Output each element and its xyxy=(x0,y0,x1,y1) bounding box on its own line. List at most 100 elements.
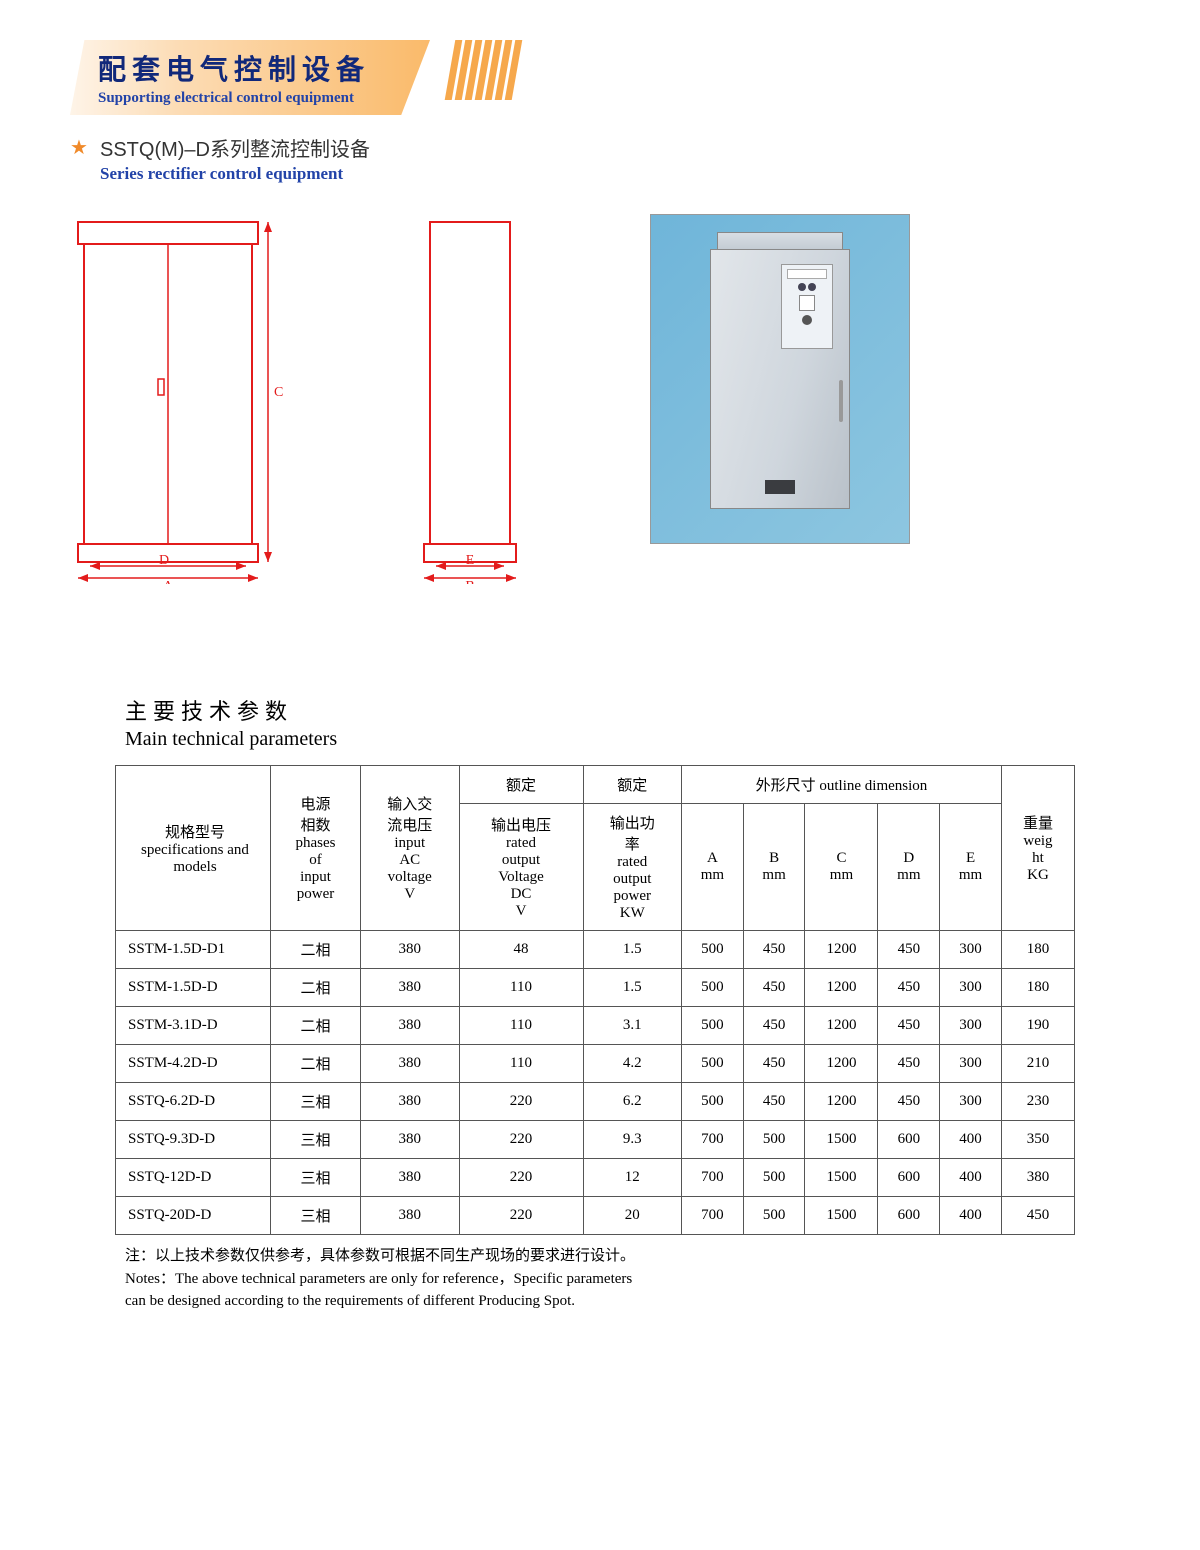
table-cell: 二相 xyxy=(271,1045,361,1083)
table-cell: 300 xyxy=(940,1083,1002,1121)
table-cell: 380 xyxy=(1001,1159,1074,1197)
table-cell: 4.2 xyxy=(583,1045,682,1083)
table-cell: 1500 xyxy=(805,1197,878,1235)
table-cell: 450 xyxy=(878,969,940,1007)
table-cell: SSTM-1.5D-D1 xyxy=(116,931,271,969)
header-title-en: Supporting electrical control equipment xyxy=(98,90,370,107)
table-cell: 190 xyxy=(1001,1007,1074,1045)
table-cell: 450 xyxy=(743,969,805,1007)
hdr-dc: 输出电压ratedoutputVoltageDCV xyxy=(459,804,583,931)
table-cell: 1500 xyxy=(805,1159,878,1197)
table-cell: 三相 xyxy=(271,1121,361,1159)
table-cell: 6.2 xyxy=(583,1083,682,1121)
page-header: 配套电气控制设备 Supporting electrical control e… xyxy=(70,40,1130,184)
table-cell: 450 xyxy=(878,1083,940,1121)
subheader-cn: SSTQ(M)–D系列整流控制设备 xyxy=(100,133,1130,162)
table-cell: 500 xyxy=(682,969,744,1007)
table-row: SSTQ-12D-D三相380220127005001500600400380 xyxy=(116,1159,1075,1197)
table-row: SSTM-4.2D-D二相3801104.2500450120045030021… xyxy=(116,1045,1075,1083)
hdr-d: Dmm xyxy=(878,804,940,931)
table-row: SSTQ-6.2D-D三相3802206.2500450120045030023… xyxy=(116,1083,1075,1121)
table-cell: 48 xyxy=(459,931,583,969)
dim-c-label: C xyxy=(274,385,283,400)
table-cell: 450 xyxy=(743,1045,805,1083)
hdr-wt: 重量weightKG xyxy=(1001,766,1074,931)
hdr-dc-top: 额定 xyxy=(459,766,583,804)
table-cell: 三相 xyxy=(271,1159,361,1197)
table-cell: 二相 xyxy=(271,931,361,969)
diagram-side: E B xyxy=(400,214,540,584)
subheader: ★ SSTQ(M)–D系列整流控制设备 Series rectifier con… xyxy=(70,133,1130,184)
table-cell: 380 xyxy=(361,931,460,969)
table-cell: 450 xyxy=(1001,1197,1074,1235)
table-cell: 450 xyxy=(878,1045,940,1083)
table-cell: 380 xyxy=(361,1121,460,1159)
hdr-c: Cmm xyxy=(805,804,878,931)
table-cell: 3.1 xyxy=(583,1007,682,1045)
table-cell: 180 xyxy=(1001,969,1074,1007)
section-title: 主要技术参数 Main technical parameters xyxy=(125,694,1130,751)
note-line-1: 注：以上技术参数仅供参考，具体参数可根据不同生产现场的要求进行设计。 xyxy=(125,1245,1130,1268)
table-cell: 500 xyxy=(743,1121,805,1159)
table-cell: 500 xyxy=(682,1045,744,1083)
table-cell: SSTM-1.5D-D xyxy=(116,969,271,1007)
table-cell: 380 xyxy=(361,1007,460,1045)
table-cell: 450 xyxy=(743,1007,805,1045)
hdr-kw: 输出功率ratedoutputpowerKW xyxy=(583,804,682,931)
note-line-2: Notes：The above technical parameters are… xyxy=(125,1268,1130,1291)
table-cell: 12 xyxy=(583,1159,682,1197)
table-cell: 350 xyxy=(1001,1121,1074,1159)
table-cell: 20 xyxy=(583,1197,682,1235)
table-cell: 300 xyxy=(940,1007,1002,1045)
table-cell: 230 xyxy=(1001,1083,1074,1121)
product-photo xyxy=(650,214,910,544)
table-cell: 二相 xyxy=(271,969,361,1007)
table-cell: 1200 xyxy=(805,969,878,1007)
table-cell: 380 xyxy=(361,1197,460,1235)
table-cell: 220 xyxy=(459,1121,583,1159)
note-line-3: can be designed according to the require… xyxy=(125,1290,1130,1313)
table-row: SSTQ-9.3D-D三相3802209.3700500150060040035… xyxy=(116,1121,1075,1159)
table-cell: 400 xyxy=(940,1159,1002,1197)
table-cell: SSTM-3.1D-D xyxy=(116,1007,271,1045)
header-title-cn: 配套电气控制设备 xyxy=(98,48,370,88)
table-cell: 500 xyxy=(682,1083,744,1121)
hdr-b: Bmm xyxy=(743,804,805,931)
dim-a-label: A xyxy=(163,579,174,584)
table-row: SSTM-3.1D-D二相3801103.1500450120045030019… xyxy=(116,1007,1075,1045)
table-row: SSTM-1.5D-D二相3801101.5500450120045030018… xyxy=(116,969,1075,1007)
dim-b-label: B xyxy=(465,579,474,584)
table-cell: 110 xyxy=(459,969,583,1007)
table-cell: 180 xyxy=(1001,931,1074,969)
diagrams-row: C D A E B xyxy=(70,214,1130,584)
table-cell: SSTQ-9.3D-D xyxy=(116,1121,271,1159)
table-cell: SSTQ-12D-D xyxy=(116,1159,271,1197)
table-cell: 110 xyxy=(459,1007,583,1045)
table-cell: 三相 xyxy=(271,1197,361,1235)
table-cell: 400 xyxy=(940,1121,1002,1159)
table-cell: 380 xyxy=(361,1159,460,1197)
table-cell: 500 xyxy=(682,931,744,969)
hdr-kw-top: 额定 xyxy=(583,766,682,804)
table-cell: 220 xyxy=(459,1197,583,1235)
section-title-cn: 主要技术参数 xyxy=(125,694,1130,726)
hdr-e: Emm xyxy=(940,804,1002,931)
table-cell: 600 xyxy=(878,1197,940,1235)
cabinet-body xyxy=(710,249,850,509)
table-cell: 210 xyxy=(1001,1045,1074,1083)
table-cell: 二相 xyxy=(271,1007,361,1045)
table-cell: 380 xyxy=(361,1083,460,1121)
table-cell: 450 xyxy=(878,931,940,969)
table-cell: 700 xyxy=(682,1121,744,1159)
table-cell: 700 xyxy=(682,1197,744,1235)
section-title-en: Main technical parameters xyxy=(125,728,1130,751)
table-cell: 1500 xyxy=(805,1121,878,1159)
table-cell: 600 xyxy=(878,1121,940,1159)
header-banner: 配套电气控制设备 Supporting electrical control e… xyxy=(70,40,430,115)
table-row: SSTQ-20D-D三相380220207005001500600400450 xyxy=(116,1197,1075,1235)
table-cell: 1200 xyxy=(805,1007,878,1045)
table-cell: 400 xyxy=(940,1197,1002,1235)
diagram-front: C D A xyxy=(70,214,290,584)
table-cell: 1.5 xyxy=(583,969,682,1007)
table-cell: 500 xyxy=(743,1159,805,1197)
